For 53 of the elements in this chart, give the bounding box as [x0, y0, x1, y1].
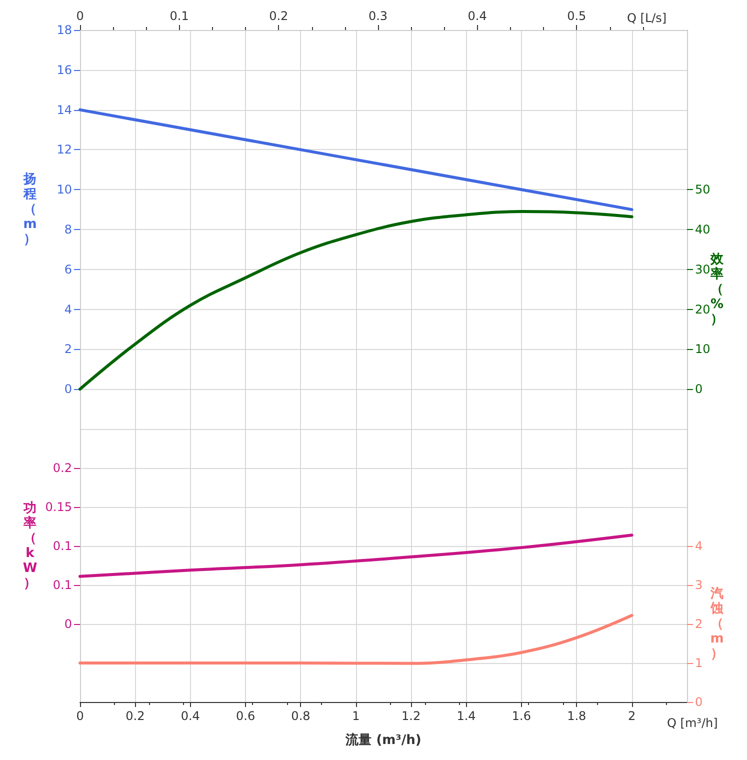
y-axis-title: 扬程（m） — [22, 172, 37, 248]
x2-tick-label: 0.4 — [468, 9, 487, 23]
x-tick-label: 0.8 — [291, 709, 310, 723]
text: Q [m³/h] — [667, 716, 718, 730]
x-tick-label: 1.2 — [402, 709, 421, 723]
y-tick-label: 10 — [56, 182, 72, 197]
y2-tick-label: 50 — [695, 182, 710, 197]
y2-tick-label: 3 — [695, 578, 703, 592]
y-tick-label: 12 — [56, 142, 72, 157]
y2-tick-label: 2 — [695, 617, 703, 631]
y-tick-label: 4 — [64, 302, 72, 316]
line-series — [78, 534, 634, 578]
y-tick-label: 0.1 — [52, 539, 72, 553]
x2-axis-title: Q [L/s] — [627, 11, 667, 25]
y2-tick-label: 30 — [695, 262, 710, 276]
y-tick-label: 2 — [64, 342, 72, 356]
y-tick-label: 18 — [56, 23, 72, 37]
x-tick-label: 1.6 — [512, 709, 531, 723]
y-tick-label: 8 — [64, 222, 72, 236]
y2-tick-label: 0 — [695, 695, 703, 709]
x-tick-label: 0 — [76, 709, 84, 723]
y2-axis-title: 效率（%） — [710, 252, 724, 327]
y-tick-label: 0 — [64, 382, 72, 396]
x2-tick-label: 0.3 — [368, 9, 388, 23]
y2-tick-label: 1 — [695, 656, 703, 670]
x-tick-label: 1 — [352, 709, 360, 723]
y-axis-title: 功率（kW） — [22, 501, 38, 591]
y-tick-label: 0 — [64, 617, 72, 631]
line-series — [78, 614, 634, 665]
y2-axis-title: 汽蚀（m） — [710, 586, 724, 662]
x2-tick-label: 0.5 — [567, 9, 586, 23]
x-tick-label: 0.2 — [126, 709, 145, 723]
y-tick-label: 6 — [64, 262, 72, 276]
x2-tick-label: 0.1 — [170, 9, 189, 23]
x2-tick-label: 0 — [76, 9, 84, 23]
y-tick-label: 14 — [56, 102, 72, 117]
x-axis-title: 流量 (m³/h) — [344, 732, 422, 748]
x-tick-label: 2 — [628, 709, 636, 723]
y-tick-label: 0.2 — [52, 461, 72, 475]
y2-tick-label: 4 — [695, 539, 703, 553]
y2-tick-label: 20 — [695, 302, 710, 316]
x2-tick-label: 0.2 — [269, 9, 288, 23]
y2-tick-label: 0 — [695, 382, 703, 396]
x-tick-label: 1.4 — [456, 709, 476, 723]
y-tick-label: 16 — [56, 62, 72, 77]
y2-tick-label: 10 — [695, 342, 710, 356]
x-tick-label: 0.6 — [236, 709, 256, 723]
x-tick-label: 1.8 — [567, 709, 586, 723]
x-tick-label: 0.4 — [180, 709, 200, 723]
y-tick-label: 0.1 — [52, 578, 72, 592]
y2-tick-label: 40 — [695, 222, 710, 236]
y-tick-label: 0.15 — [45, 500, 72, 514]
line-series — [78, 210, 634, 391]
